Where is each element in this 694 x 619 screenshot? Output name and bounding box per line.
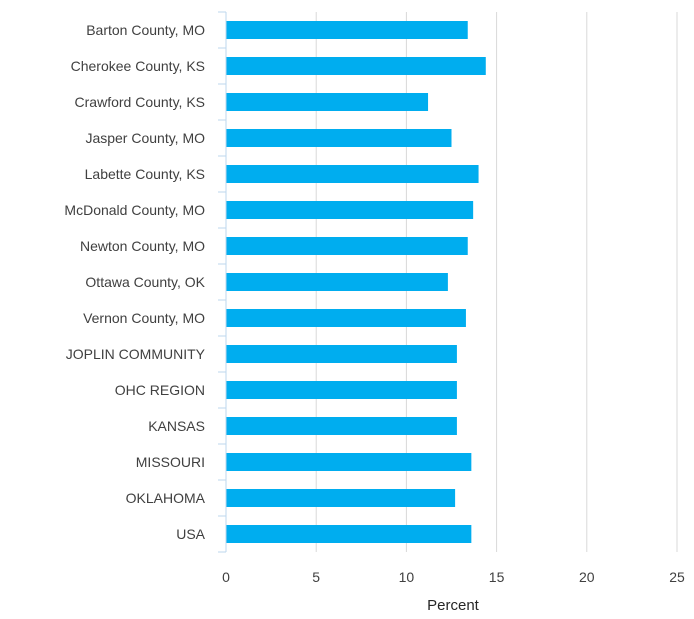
category-label-5: McDonald County, MO xyxy=(64,202,205,218)
category-label-2: Crawford County, KS xyxy=(75,94,205,110)
category-label-8: Vernon County, MO xyxy=(83,310,205,326)
bar-13 xyxy=(226,489,456,507)
category-label-11: KANSAS xyxy=(148,418,205,434)
bar-12 xyxy=(226,453,472,471)
bar-14 xyxy=(226,525,472,543)
category-labels: Barton County, MO Cherokee County, KS Craw… xyxy=(64,22,205,542)
x-tick-labels: 0 5 10 15 20 25 xyxy=(222,569,685,585)
category-label-0: Barton County, MO xyxy=(86,22,205,38)
x-axis-title: Percent xyxy=(427,597,480,614)
bar-2 xyxy=(226,93,429,111)
bar-6 xyxy=(226,237,468,255)
bar-9 xyxy=(226,345,457,363)
bar-4 xyxy=(226,165,479,183)
category-label-4: Labette County, KS xyxy=(85,166,205,182)
bar-8 xyxy=(226,309,466,327)
x-tick-label-5: 5 xyxy=(312,569,320,585)
bar-7 xyxy=(226,273,448,291)
category-label-14: USA xyxy=(176,526,205,542)
bars xyxy=(226,21,486,543)
x-tick-label-0: 0 xyxy=(222,569,230,585)
bar-0 xyxy=(226,21,468,39)
x-tick-label-15: 15 xyxy=(489,569,505,585)
category-axis xyxy=(218,11,227,553)
category-label-10: OHC REGION xyxy=(115,382,205,398)
category-label-3: Jasper County, MO xyxy=(85,130,205,146)
category-label-7: Ottawa County, OK xyxy=(85,274,205,290)
category-label-6: Newton County, MO xyxy=(80,238,205,254)
bar-11 xyxy=(226,417,457,435)
x-tick-label-25: 25 xyxy=(669,569,685,585)
category-label-1: Cherokee County, KS xyxy=(71,58,205,74)
bar-3 xyxy=(226,129,452,147)
category-label-13: OKLAHOMA xyxy=(126,490,206,506)
category-label-9: JOPLIN COMMUNITY xyxy=(66,346,206,362)
bar-10 xyxy=(226,381,457,399)
category-label-12: MISSOURI xyxy=(136,454,205,470)
bar-5 xyxy=(226,201,474,219)
bar-1 xyxy=(226,57,486,75)
x-tick-label-10: 10 xyxy=(399,569,415,585)
x-tick-label-20: 20 xyxy=(579,569,595,585)
